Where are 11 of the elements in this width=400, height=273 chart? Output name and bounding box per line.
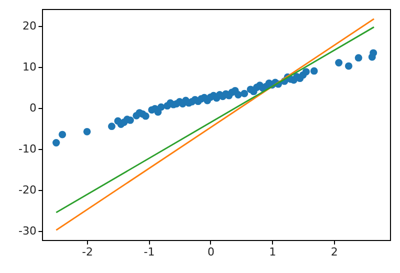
y-tick-label: -30	[18, 224, 36, 238]
y-tick-label: 0	[30, 101, 36, 114]
x-tick-label: 1	[269, 246, 276, 258]
x-tick-label: 2	[330, 246, 338, 258]
x-tick-label: -1	[144, 246, 155, 258]
x-tick-label: -2	[82, 246, 94, 258]
y-tick-label: 20	[22, 19, 36, 32]
y-tick-label: 10	[22, 60, 36, 74]
y-tick-label: -20	[18, 183, 36, 196]
y-tick-label: -10	[18, 142, 36, 156]
x-tick-label: 0	[207, 246, 214, 258]
